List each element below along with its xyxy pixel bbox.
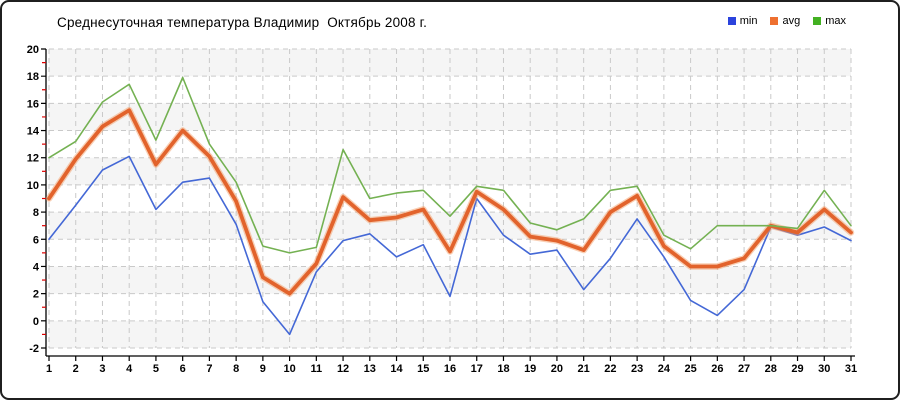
y-tick-label: 20: [27, 44, 39, 56]
legend: min avg max: [727, 15, 846, 27]
x-tick-label: 10: [283, 363, 295, 375]
x-tick-label: 18: [497, 363, 509, 375]
min-swatch-icon: [727, 17, 736, 25]
x-tick-label: 16: [444, 363, 456, 375]
legend-item-avg: avg: [770, 15, 800, 27]
x-tick-label: 7: [206, 363, 212, 375]
x-tick-label: 23: [631, 363, 643, 375]
x-tick-label: 12: [337, 363, 349, 375]
x-tick-label: 4: [126, 363, 133, 375]
x-tick-label: 9: [260, 363, 266, 375]
x-tick-label: 30: [818, 363, 830, 375]
y-tick-label: -2: [29, 343, 39, 355]
y-tick-label: 0: [33, 316, 39, 328]
y-tick-label: 4: [33, 261, 40, 273]
series-line-min: [48, 155, 852, 336]
x-tick-label: 20: [551, 363, 563, 375]
x-tick-label: 25: [684, 363, 696, 375]
x-tick-label: 14: [390, 363, 403, 375]
x-tick-label: 5: [153, 363, 159, 375]
y-tick-label: 10: [27, 180, 39, 192]
x-tick-label: 3: [99, 363, 105, 375]
x-tick-label: 15: [417, 363, 429, 375]
x-tick-label: 31: [845, 363, 857, 375]
y-tick-label: 12: [27, 153, 39, 165]
x-tick-label: 22: [604, 363, 616, 375]
x-tick-label: 21: [578, 363, 590, 375]
x-tick-label: 17: [471, 363, 483, 375]
chart-title: Среднесуточная температура Владимир Октя…: [57, 15, 428, 30]
legend-label-max: max: [825, 15, 846, 27]
legend-item-min: min: [727, 15, 758, 27]
x-tick-label: 28: [765, 363, 777, 375]
x-tick-label: 2: [73, 363, 79, 375]
plot-band: [49, 157, 851, 185]
x-tick-label: 6: [180, 363, 186, 375]
x-tick-label: 8: [233, 363, 239, 375]
x-tick-label: 29: [791, 363, 803, 375]
y-tick-label: 8: [33, 207, 39, 219]
x-tick-label: 1: [46, 363, 52, 375]
legend-label-min: min: [739, 15, 758, 27]
series-line-max: [48, 76, 852, 254]
x-tick-label: 13: [364, 363, 376, 375]
x-tick-label: 19: [524, 363, 536, 375]
x-tick-label: 11: [311, 363, 323, 375]
legend-item-max: max: [813, 15, 846, 27]
legend-label-avg: avg: [782, 15, 801, 27]
y-tick-label: 14: [27, 126, 40, 138]
x-tick-label: 24: [658, 363, 671, 375]
max-swatch-icon: [813, 17, 822, 25]
y-tick-label: 18: [27, 71, 39, 83]
avg-swatch-icon: [770, 17, 779, 25]
plot-band: [49, 320, 851, 348]
y-tick-label: 2: [33, 289, 39, 301]
series-line-avg: [47, 108, 853, 296]
y-tick-label: 16: [27, 98, 39, 110]
x-tick-label: 26: [711, 363, 723, 375]
y-tick-label: 6: [33, 234, 39, 246]
plot-band: [49, 266, 851, 294]
x-tick-label: 27: [738, 363, 750, 375]
